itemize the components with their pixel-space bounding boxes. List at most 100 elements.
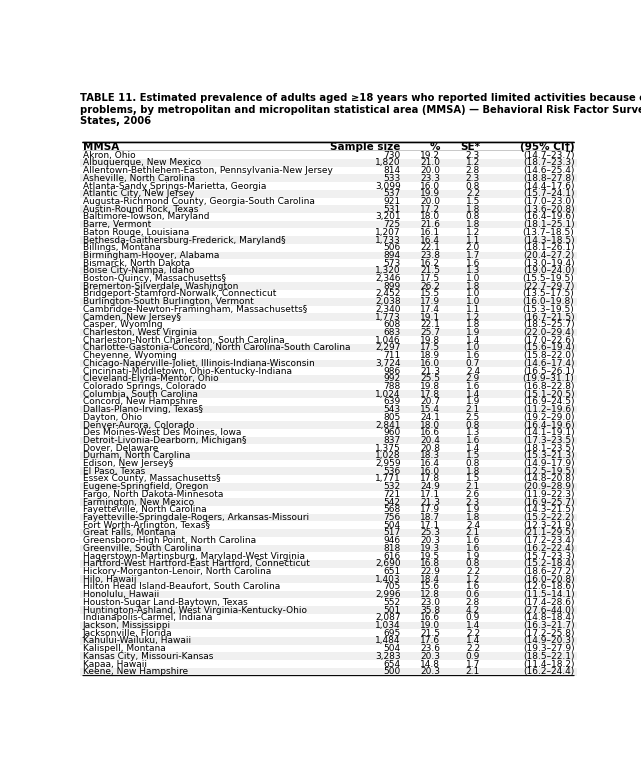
Bar [80,182,577,190]
Bar [80,498,577,506]
Text: 1.2: 1.2 [466,313,480,321]
Text: 17.8: 17.8 [420,389,440,399]
Text: 2,038: 2,038 [375,297,401,306]
Text: Asheville, North Carolina: Asheville, North Carolina [83,174,195,183]
Text: 23.6: 23.6 [420,644,440,653]
Text: 2,340: 2,340 [375,305,401,314]
Text: 20.3: 20.3 [420,652,440,661]
Text: 1.1: 1.1 [465,305,480,314]
Text: (16.9–24.5): (16.9–24.5) [523,397,574,406]
Text: Eugene-Springfield, Oregon: Eugene-Springfield, Oregon [83,482,208,491]
Text: (18.8–27.8): (18.8–27.8) [523,174,574,183]
Text: (20.9–28.9): (20.9–28.9) [523,482,574,491]
Text: 1.1: 1.1 [465,236,480,245]
Text: 20.4: 20.4 [420,436,440,445]
Bar [80,660,577,668]
Text: (18.5–22.1): (18.5–22.1) [523,652,574,661]
Text: 24.1: 24.1 [420,413,440,422]
Text: 1.0: 1.0 [465,343,480,353]
Text: Jackson, Mississippi: Jackson, Mississippi [83,621,171,630]
Text: (22.0–29.4): (22.0–29.4) [523,328,574,337]
Text: 22.9: 22.9 [420,567,440,576]
Text: 533: 533 [383,174,401,183]
Text: 814: 814 [383,166,401,175]
Text: 17.9: 17.9 [420,297,440,306]
Text: 0.8: 0.8 [465,559,480,568]
Text: 17.4: 17.4 [420,305,440,314]
Text: Detroit-Livonia-Dearborn, Michigan§: Detroit-Livonia-Dearborn, Michigan§ [83,436,246,445]
Text: 2.3: 2.3 [466,174,480,183]
Text: Dover, Delaware: Dover, Delaware [83,444,158,453]
Text: 683: 683 [383,328,401,337]
Text: (14.4–17.6): (14.4–17.6) [523,181,574,190]
Text: 16.4: 16.4 [420,459,440,468]
Text: (19.2–29.0): (19.2–29.0) [523,413,574,422]
Text: 21.6: 21.6 [420,220,440,229]
Text: Hagerstown-Martinsburg, Maryland-West Virginia: Hagerstown-Martinsburg, Maryland-West Vi… [83,552,304,561]
Text: Augusta-Richmond County, Georgia-South Carolina: Augusta-Richmond County, Georgia-South C… [83,197,315,206]
Text: 705: 705 [383,582,401,591]
Text: 18.9: 18.9 [420,351,440,360]
Text: Charlotte-Gastonia-Concord, North Carolina-South Carolina: Charlotte-Gastonia-Concord, North Caroli… [83,343,350,353]
Bar [80,344,577,352]
Bar [80,606,577,614]
Text: 18.3: 18.3 [420,451,440,461]
Bar [80,598,577,606]
Text: (15.3–21.3): (15.3–21.3) [523,451,574,461]
Text: 21.5: 21.5 [420,629,440,638]
Text: Columbia, South Carolina: Columbia, South Carolina [83,389,197,399]
Text: 23.3: 23.3 [420,174,440,183]
Text: (16.3–21.7): (16.3–21.7) [523,621,574,630]
Text: 960: 960 [383,428,401,438]
Text: (17.3–23.5): (17.3–23.5) [523,436,574,445]
Text: (19.0–24.0): (19.0–24.0) [523,266,574,275]
Text: 25.7: 25.7 [420,328,440,337]
Text: 18.0: 18.0 [420,213,440,221]
Text: 1.9: 1.9 [465,328,480,337]
Bar [80,475,577,483]
Text: 506: 506 [383,243,401,252]
Text: 2,452: 2,452 [375,289,401,298]
Bar [80,614,577,622]
Text: 19.8: 19.8 [420,382,440,391]
Bar [80,213,577,221]
Text: 2.1: 2.1 [466,405,480,414]
Text: 894: 894 [383,251,401,260]
Text: 0.9: 0.9 [465,652,480,661]
Text: 0.8: 0.8 [465,421,480,429]
Bar [80,583,577,591]
Text: (16.0–19.8): (16.0–19.8) [522,297,574,306]
Text: 16.6: 16.6 [420,614,440,622]
Text: 1.4: 1.4 [466,336,480,345]
Text: 12.8: 12.8 [420,590,440,599]
Text: Hartford-West Hartford-East Hartford, Connecticut: Hartford-West Hartford-East Hartford, Co… [83,559,310,568]
Text: 1,375: 1,375 [375,444,401,453]
Text: 1.0: 1.0 [465,297,480,306]
Bar [80,236,577,244]
Text: 788: 788 [383,382,401,391]
Text: 17.6: 17.6 [420,636,440,646]
Text: Greensboro-High Point, North Carolina: Greensboro-High Point, North Carolina [83,536,256,545]
Text: 1,320: 1,320 [375,266,401,275]
Text: 1.5: 1.5 [465,197,480,206]
Text: 1,484: 1,484 [375,636,401,646]
Text: (18.1–25.1): (18.1–25.1) [523,220,574,229]
Text: (12.6–18.6): (12.6–18.6) [523,582,574,591]
Text: Billings, Montana: Billings, Montana [83,243,160,252]
Text: 15.4: 15.4 [420,405,440,414]
Text: (16.2–24.4): (16.2–24.4) [523,667,574,676]
Text: 2,841: 2,841 [375,421,401,429]
Text: 1.4: 1.4 [466,389,480,399]
Bar [80,174,577,182]
Text: 616: 616 [383,552,401,561]
Text: 536: 536 [383,467,401,476]
Text: 14.8: 14.8 [420,659,440,669]
Text: 0.8: 0.8 [465,459,480,468]
Bar [80,151,577,159]
Text: 992: 992 [383,374,401,383]
Bar [80,591,577,598]
Text: (95% CI†): (95% CI†) [520,142,574,152]
Text: 721: 721 [383,490,401,499]
Bar [80,267,577,275]
Text: (16.2–22.4): (16.2–22.4) [523,544,574,553]
